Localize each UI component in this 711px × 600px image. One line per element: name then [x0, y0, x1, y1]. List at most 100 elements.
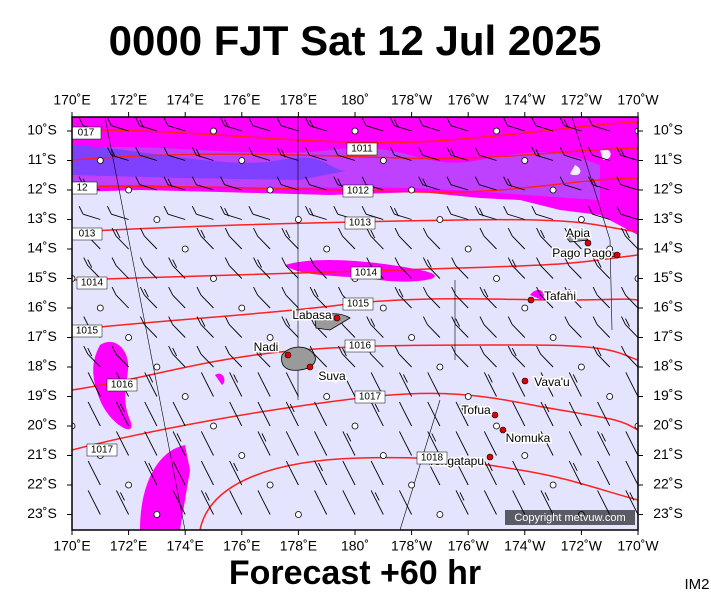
- wind-barb: [374, 468, 384, 486]
- wind-barb: [568, 265, 582, 279]
- x-label-top: 178˚W: [391, 92, 433, 108]
- wind-barb: [474, 205, 480, 215]
- calm-wind: [238, 304, 246, 312]
- wind-barb: [196, 345, 202, 355]
- wind-barb: [451, 345, 457, 355]
- wind-barb: [224, 345, 230, 355]
- wind-barb: [422, 227, 428, 237]
- wind-barb: [305, 146, 310, 156]
- wind-barb: [403, 374, 408, 383]
- wind-barb: [346, 433, 352, 442]
- wind-barb: [346, 380, 356, 397]
- isobar-label: 1012: [347, 186, 370, 197]
- isobar-label-box: [342, 184, 374, 198]
- isobar-label: 12: [76, 183, 88, 194]
- wind-barb: [228, 324, 243, 338]
- wind-barb: [507, 345, 513, 355]
- wind-barb: [568, 294, 582, 309]
- wind-barb: [196, 213, 214, 220]
- place-label: Tofua: [461, 403, 491, 417]
- wind-barb: [248, 146, 254, 156]
- calm-wind: [181, 393, 189, 400]
- wind-barb: [446, 146, 452, 156]
- wind-barb: [257, 265, 271, 279]
- wind-barb: [148, 439, 158, 456]
- wind-barb: [91, 409, 101, 427]
- calm-wind: [125, 481, 133, 489]
- wind-barb: [625, 372, 631, 381]
- wind-barb: [540, 401, 546, 411]
- wind-barb: [139, 119, 145, 128]
- wind-barb: [568, 431, 574, 440]
- y-label-right: 20˚S: [653, 417, 683, 433]
- wind-barb: [455, 353, 469, 368]
- wind-barb: [483, 372, 489, 381]
- wind-barb: [459, 409, 469, 427]
- wind-barb: [450, 148, 456, 158]
- wind-barb: [72, 219, 73, 220]
- x-label-bottom: 170˚W: [617, 538, 659, 554]
- wind-barb: [540, 294, 554, 309]
- y-label-left: 17˚S: [27, 328, 57, 344]
- wind-barb: [196, 184, 214, 191]
- wind-barb: [366, 316, 372, 325]
- wind-barb: [535, 148, 541, 158]
- wind-barb: [592, 257, 598, 266]
- wind-barb: [588, 176, 593, 185]
- wind-barb: [588, 146, 593, 156]
- wind-barbs: [55, 117, 638, 518]
- wind-barb: [200, 318, 206, 327]
- wind-barb: [431, 433, 437, 442]
- wind-barb: [511, 235, 526, 250]
- wind-barb: [111, 227, 117, 237]
- wind-barb: [55, 346, 59, 354]
- wind-barb: [625, 431, 631, 440]
- wind-barb: [224, 213, 242, 220]
- wind-barb: [531, 146, 537, 156]
- wind-barb: [479, 184, 497, 191]
- wind-barb: [200, 235, 214, 250]
- wind-barb: [233, 374, 239, 383]
- wind-barb: [200, 490, 206, 499]
- wind-barb: [483, 324, 497, 338]
- wind-barb: [176, 498, 186, 515]
- wind-barb: [309, 119, 314, 128]
- calm-wind: [238, 452, 246, 459]
- wind-barb: [422, 316, 428, 325]
- wind-barb: [139, 184, 158, 191]
- wind-barb: [144, 460, 150, 470]
- wind-barb: [625, 460, 631, 470]
- wind-barb: [479, 213, 497, 220]
- x-label-bottom: 176˚E: [223, 538, 260, 554]
- calm-wind: [464, 245, 472, 253]
- wind-barb: [601, 468, 611, 486]
- y-label-right: 13˚S: [653, 210, 683, 226]
- x-label-top: 172˚W: [561, 92, 603, 108]
- wind-barb: [229, 460, 235, 470]
- calm-wind: [379, 452, 387, 459]
- wind-barb: [572, 374, 578, 383]
- wind-barb: [281, 154, 299, 161]
- wind-barb: [276, 146, 282, 156]
- wind-barb: [451, 286, 457, 296]
- wind-barb: [503, 117, 509, 126]
- wind-barb: [281, 227, 287, 237]
- wind-barb: [403, 439, 413, 456]
- wind-barb: [540, 235, 554, 250]
- wind-barb: [346, 498, 356, 515]
- wind-barb: [342, 460, 348, 470]
- wind-barb: [318, 498, 328, 515]
- x-label-bottom: 180˚: [341, 538, 369, 554]
- y-label-right: 22˚S: [653, 476, 683, 492]
- wind-barb: [592, 286, 598, 296]
- calm-wind: [125, 334, 133, 341]
- wind-barb: [224, 227, 230, 237]
- wind-barb: [446, 205, 452, 215]
- wind-barb: [318, 409, 328, 427]
- y-label-left: 13˚S: [27, 210, 57, 226]
- wind-barb: [531, 117, 537, 126]
- wind-barb: [540, 431, 546, 440]
- wind-barb: [370, 372, 376, 381]
- y-label-right: 19˚S: [653, 387, 683, 403]
- wind-barb: [220, 205, 226, 215]
